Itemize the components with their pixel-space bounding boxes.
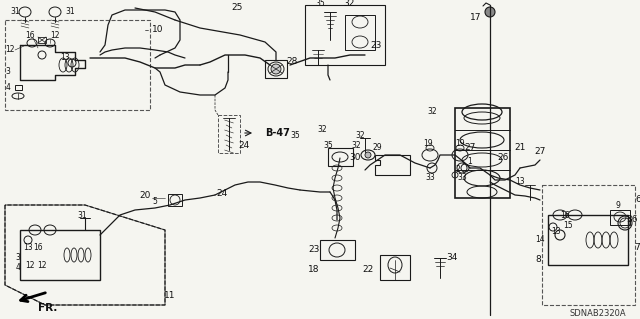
Text: SDNAB2320A: SDNAB2320A <box>570 309 627 318</box>
Text: 32: 32 <box>427 108 437 116</box>
Ellipse shape <box>365 152 371 158</box>
Text: 36: 36 <box>627 216 637 225</box>
Text: 20: 20 <box>140 190 150 199</box>
Text: 13: 13 <box>60 54 70 63</box>
Text: 30: 30 <box>349 152 361 161</box>
Text: 5: 5 <box>152 197 157 206</box>
Bar <box>455 108 510 198</box>
Text: 13: 13 <box>551 226 561 235</box>
Text: 17: 17 <box>470 13 482 23</box>
Ellipse shape <box>271 64 281 74</box>
Text: 26: 26 <box>497 153 509 162</box>
Bar <box>38 37 46 43</box>
Text: 25: 25 <box>231 4 243 12</box>
Text: 16: 16 <box>25 31 35 40</box>
Text: 19: 19 <box>455 138 465 147</box>
Text: 16: 16 <box>33 242 43 251</box>
Text: 31: 31 <box>10 8 20 17</box>
Text: 3: 3 <box>6 68 10 77</box>
Text: 7: 7 <box>634 243 640 253</box>
Text: 27: 27 <box>464 144 476 152</box>
Text: 10: 10 <box>152 26 164 34</box>
Text: 24: 24 <box>216 189 228 197</box>
Bar <box>610 210 630 225</box>
Bar <box>168 194 182 206</box>
Text: 27: 27 <box>534 147 546 157</box>
Text: 11: 11 <box>164 291 176 300</box>
Text: 31: 31 <box>77 211 87 219</box>
Bar <box>542 185 635 305</box>
Bar <box>218 115 240 153</box>
Text: 31: 31 <box>65 8 75 17</box>
Text: 32: 32 <box>355 130 365 139</box>
Text: 23: 23 <box>308 246 320 255</box>
Text: 33: 33 <box>457 174 467 182</box>
Bar <box>305 5 385 65</box>
Text: 33: 33 <box>425 174 435 182</box>
Text: 6: 6 <box>635 196 640 204</box>
Text: 8: 8 <box>535 256 541 264</box>
Bar <box>5 20 150 110</box>
Text: 9: 9 <box>616 201 620 210</box>
Ellipse shape <box>485 7 495 17</box>
Text: 18: 18 <box>308 265 320 275</box>
Text: 13: 13 <box>23 242 33 251</box>
Text: 15: 15 <box>563 220 573 229</box>
Text: 35: 35 <box>290 130 300 139</box>
Text: 3: 3 <box>15 254 20 263</box>
Text: 13: 13 <box>515 177 525 187</box>
Text: 21: 21 <box>515 144 525 152</box>
Text: 35: 35 <box>323 140 333 150</box>
Bar <box>20 230 100 280</box>
Text: 14: 14 <box>535 235 545 244</box>
Text: 16: 16 <box>560 211 570 219</box>
Bar <box>265 60 287 78</box>
Text: 2: 2 <box>456 166 460 174</box>
Text: 32: 32 <box>343 0 355 9</box>
Bar <box>548 215 628 265</box>
Text: 4: 4 <box>15 263 20 272</box>
Text: B-47: B-47 <box>266 128 291 138</box>
Bar <box>345 15 375 50</box>
Text: 12: 12 <box>37 261 47 270</box>
Text: 35: 35 <box>315 0 325 9</box>
Text: 32: 32 <box>317 125 327 135</box>
Text: 24: 24 <box>238 140 250 150</box>
Text: 12: 12 <box>5 46 15 55</box>
Text: 34: 34 <box>446 254 458 263</box>
Text: 22: 22 <box>362 265 374 275</box>
Text: 29: 29 <box>372 144 382 152</box>
Text: 28: 28 <box>286 57 298 66</box>
Text: 1: 1 <box>468 158 472 167</box>
Text: 32: 32 <box>351 140 361 150</box>
Text: FR.: FR. <box>38 303 58 313</box>
Text: 12: 12 <box>25 261 35 270</box>
Text: 4: 4 <box>6 84 10 93</box>
Text: 19: 19 <box>423 138 433 147</box>
Text: 12: 12 <box>51 32 60 41</box>
Bar <box>328 148 353 166</box>
Text: 23: 23 <box>371 41 381 49</box>
